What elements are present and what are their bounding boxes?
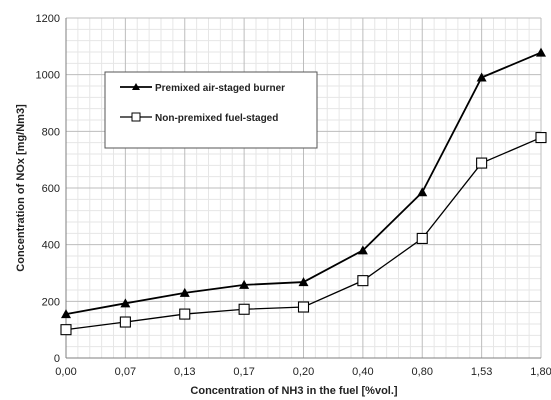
data-point-triangle [61, 309, 71, 319]
data-point-triangle [417, 187, 428, 197]
legend-item-premixed: Premixed air-staged burner [120, 83, 285, 94]
y-tick-label: 1200 [36, 13, 60, 25]
data-point-square [60, 324, 72, 336]
legend-label-premixed: Premixed air-staged burner [155, 83, 285, 94]
legend: Premixed air-staged burner Non-premixed … [104, 71, 318, 149]
x-tick-label: 0,13 [174, 366, 195, 378]
x-tick-label: 0,80 [412, 366, 433, 378]
legend-marker-triangle-icon [132, 83, 140, 90]
x-tick-label: 0,40 [352, 366, 373, 378]
tick-labels: 0 200 400 600 800 1000 1200 0,00 0,07 0,13 0,17 0,2… [36, 13, 551, 378]
series-nonpremixed [60, 132, 547, 336]
y-axis-title: Concentration of NOx [mg/Nm3] [15, 104, 27, 272]
data-point-square [179, 308, 191, 320]
legend-box [104, 71, 318, 149]
data-point-triangle [476, 72, 487, 82]
x-axis-title: Concentration of NH3 in the fuel [%vol.] [190, 385, 398, 397]
data-point-square [476, 157, 488, 169]
data-point-triangle [239, 279, 250, 289]
y-tick-label: 200 [42, 296, 60, 308]
series-premixed [61, 47, 546, 319]
data-point-square [416, 232, 428, 244]
data-point-square [297, 301, 310, 313]
y-tick-label: 600 [42, 183, 60, 195]
y-tick-label: 800 [42, 126, 60, 138]
x-tick-label: 0,17 [233, 366, 254, 378]
legend-marker-square-icon [131, 112, 141, 122]
x-tick-label: 0,00 [55, 366, 76, 378]
x-tick-label: 0,20 [293, 366, 314, 378]
data-point-triangle [298, 277, 309, 287]
x-tick-label: 0,07 [115, 366, 136, 378]
y-tick-label: 0 [54, 353, 60, 365]
data-point-triangle [536, 47, 546, 57]
x-tick-label: 1,80 [530, 366, 551, 378]
data-point-triangle [357, 245, 368, 255]
data-point-triangle [179, 287, 190, 297]
data-point-square [357, 275, 369, 287]
data-point-square [535, 132, 547, 144]
data-point-square [119, 316, 131, 328]
y-tick-label: 400 [42, 240, 60, 252]
series [60, 47, 547, 336]
x-tick-label: 1,53 [471, 366, 492, 378]
legend-label-nonpremixed: Non-premixed fuel-staged [155, 113, 278, 124]
axes [65, 18, 541, 359]
legend-item-nonpremixed: Non-premixed fuel-staged [120, 112, 278, 124]
data-point-triangle [120, 298, 131, 308]
y-tick-label: 1000 [36, 70, 60, 82]
data-point-square [238, 303, 250, 315]
